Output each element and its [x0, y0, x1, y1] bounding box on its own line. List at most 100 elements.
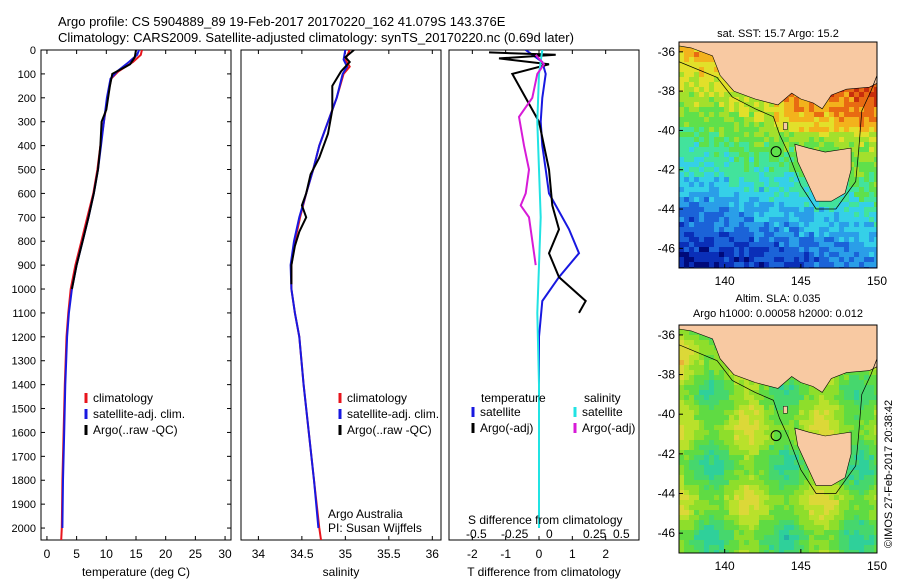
- map-cell: [839, 375, 845, 381]
- map-cell: [754, 400, 760, 406]
- map-cell: [829, 202, 835, 208]
- map-cell: [724, 182, 730, 188]
- map-cell: [754, 232, 760, 238]
- map-cell: [854, 490, 860, 496]
- y-tick-label: 1800: [12, 475, 36, 487]
- map-cell: [849, 405, 855, 411]
- map-cell: [729, 545, 735, 551]
- map-cell: [874, 122, 877, 128]
- map-cell: [739, 237, 745, 243]
- map-cell: [699, 550, 705, 553]
- map-cell: [814, 142, 820, 148]
- map-cell: [859, 127, 865, 133]
- map-cell: [739, 232, 745, 238]
- map-cell: [714, 365, 720, 371]
- map-cell: [754, 227, 760, 233]
- map-cell: [764, 490, 770, 496]
- map-cell: [809, 107, 815, 113]
- map-cell: [874, 430, 877, 436]
- map-cell: [679, 132, 685, 138]
- map-cell: [849, 252, 855, 258]
- map-cell: [739, 172, 745, 178]
- map-cell: [854, 405, 860, 411]
- map-cell: [874, 515, 877, 521]
- map-cell: [854, 157, 860, 163]
- map-cell: [824, 122, 830, 128]
- map-cell: [704, 360, 710, 366]
- map-cell: [779, 440, 785, 446]
- map-cell: [864, 87, 870, 93]
- legend-entry: climatology: [93, 391, 153, 405]
- map-cell: [704, 500, 710, 506]
- map-cell: [679, 172, 685, 178]
- map-cell: [699, 57, 705, 63]
- map-cell: [774, 197, 780, 203]
- map-cell: [679, 47, 685, 53]
- map-cell: [709, 385, 715, 391]
- map-cell: [789, 117, 795, 123]
- map-cell: [819, 430, 825, 436]
- map-cell: [679, 430, 685, 436]
- map-cell: [754, 102, 760, 108]
- map-cell: [834, 520, 840, 526]
- map-cell: [744, 127, 750, 133]
- map-x-tick-label: 140: [715, 559, 735, 573]
- map-cell: [684, 227, 690, 233]
- map-cell: [864, 242, 870, 248]
- map-cell: [859, 252, 865, 258]
- map-cell: [874, 390, 877, 396]
- map-cell: [764, 440, 770, 446]
- map-cell: [814, 410, 820, 416]
- map-cell: [689, 330, 695, 336]
- map-cell: [714, 127, 720, 133]
- map-cell: [769, 162, 775, 168]
- map-cell: [744, 465, 750, 471]
- map-cell: [849, 535, 855, 541]
- map-cell: [809, 237, 815, 243]
- map-cell: [739, 247, 745, 253]
- map-cell: [684, 77, 690, 83]
- map-cell: [699, 112, 705, 118]
- map-cell: [859, 495, 865, 501]
- map-cell: [744, 137, 750, 143]
- map-cell: [709, 97, 715, 103]
- map-cell: [794, 122, 800, 128]
- map-cell: [699, 242, 705, 248]
- map-cell: [799, 187, 805, 193]
- map-cell: [694, 425, 700, 431]
- map-cell: [769, 117, 775, 123]
- map-cell: [734, 465, 740, 471]
- map-cell: [814, 515, 820, 521]
- map-cell: [759, 535, 765, 541]
- map-cell: [729, 247, 735, 253]
- map-cell: [724, 137, 730, 143]
- map-cell: [709, 217, 715, 223]
- map-cell: [769, 420, 775, 426]
- map-cell: [834, 242, 840, 248]
- map-cell: [839, 212, 845, 218]
- map-cell: [724, 450, 730, 456]
- map-cell: [739, 222, 745, 228]
- map-cell: [859, 425, 865, 431]
- map-cell: [784, 390, 790, 396]
- map-cell: [684, 137, 690, 143]
- map-cell: [684, 147, 690, 153]
- map-cell: [694, 72, 700, 78]
- map-cell: [709, 395, 715, 401]
- map-cell: [859, 192, 865, 198]
- map-cell: [799, 197, 805, 203]
- map-title: sat. SST: 15.7 Argo: 15.2: [717, 28, 839, 40]
- map-cell: [874, 480, 877, 486]
- map-cell: [684, 247, 690, 253]
- map-cell: [679, 405, 685, 411]
- map-cell: [774, 222, 780, 228]
- map-cell: [784, 237, 790, 243]
- map-cell: [799, 505, 805, 511]
- map-cell: [714, 97, 720, 103]
- map-cell: [814, 207, 820, 213]
- map-cell: [694, 157, 700, 163]
- map-cell: [789, 460, 795, 466]
- map-cell: [714, 470, 720, 476]
- map-cell: [869, 127, 875, 133]
- map-cell: [819, 510, 825, 516]
